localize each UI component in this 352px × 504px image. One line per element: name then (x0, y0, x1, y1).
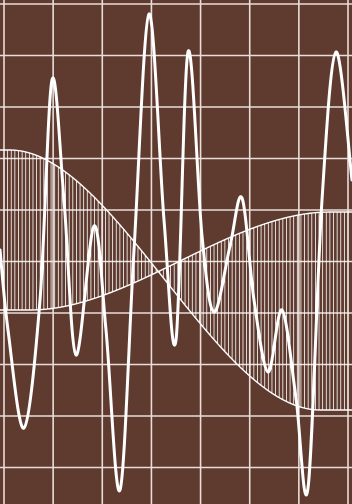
envelope-curve-upper (0, 149, 352, 411)
hatch-lines (3, 150, 349, 410)
oscillating-wave-curve (0, 12, 352, 497)
envelope-curve-lower (0, 211, 352, 311)
